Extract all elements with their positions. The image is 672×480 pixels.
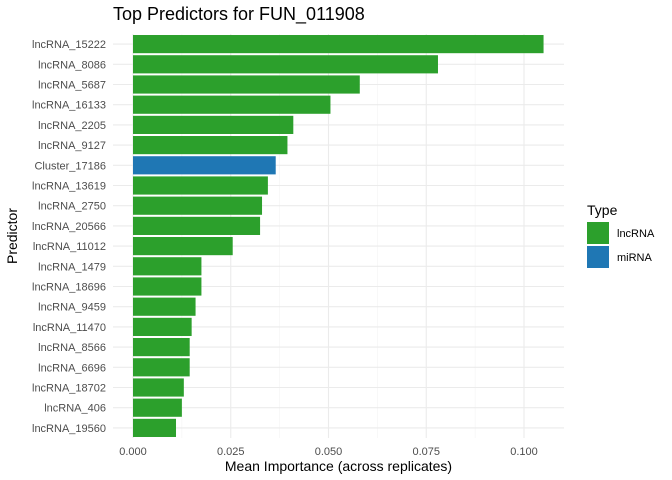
x-axis-title: Mean Importance (across replicates) [225, 458, 452, 474]
y-tick-label: lncRNA_18702 [32, 383, 106, 395]
bar-lncRNA_8566 [133, 338, 190, 357]
y-tick-label: lncRNA_19560 [32, 423, 106, 435]
y-tick-label: lncRNA_2205 [38, 120, 106, 132]
y-tick-label: lncRNA_8566 [38, 342, 106, 354]
y-tick-label: lncRNA_18696 [32, 282, 106, 294]
y-tick-label: Cluster_17186 [34, 160, 106, 172]
bar-lncRNA_20566 [133, 216, 261, 235]
legend-key-lncRNA [587, 222, 609, 244]
bars [133, 35, 544, 437]
y-tick-label: lncRNA_1479 [38, 261, 106, 273]
x-tick-labels: 0.000 0.025 0.050 0.075 0.100 [119, 446, 538, 458]
chart-title: Top Predictors for FUN_011908 [113, 4, 365, 25]
bar-lncRNA_16133 [133, 95, 331, 114]
bar-lncRNA_11012 [133, 237, 233, 256]
x-tick-label: 0.050 [315, 446, 343, 458]
y-tick-label: lncRNA_16133 [32, 100, 106, 112]
bar-lncRNA_11470 [133, 317, 192, 336]
x-tick-label: 0.000 [119, 446, 147, 458]
y-tick-label: lncRNA_6696 [38, 362, 106, 374]
bar-lncRNA_18702 [133, 378, 184, 397]
y-tick-label: lncRNA_15222 [32, 39, 106, 51]
bar-lncRNA_9459 [133, 297, 196, 316]
grid [113, 34, 564, 438]
bar-lncRNA_13619 [133, 176, 268, 195]
bar-lncRNA_2750 [133, 196, 263, 215]
bar-lncRNA_5687 [133, 75, 360, 94]
y-tick-label: lncRNA_11012 [33, 241, 106, 253]
bar-lncRNA_9127 [133, 136, 288, 155]
legend-title: Type [587, 202, 618, 218]
x-tick-label: 0.100 [510, 446, 538, 458]
legend-label: miRNA [617, 252, 652, 264]
x-tick-label: 0.025 [217, 446, 245, 458]
y-tick-label: lncRNA_20566 [32, 221, 106, 233]
y-tick-label: lncRNA_9127 [38, 140, 106, 152]
legend-key-miRNA [587, 246, 609, 268]
legend: Type lncRNA miRNA [587, 202, 655, 268]
bar-lncRNA_406 [133, 398, 182, 417]
bar-Cluster_17186 [133, 156, 276, 175]
y-tick-label: lncRNA_8086 [38, 59, 106, 71]
y-tick-label: lncRNA_9459 [38, 302, 106, 314]
y-tick-label: lncRNA_406 [44, 403, 106, 415]
x-tick-label: 0.075 [412, 446, 440, 458]
y-tick-label: lncRNA_13619 [32, 181, 106, 193]
bar-lncRNA_19560 [133, 418, 177, 437]
bar-lncRNA_2205 [133, 115, 294, 134]
bar-lncRNA_1479 [133, 257, 202, 276]
y-tick-labels: lncRNA_15222 lncRNA_8086 lncRNA_5687 lncRNA… [32, 39, 106, 435]
legend-label: lncRNA [617, 228, 655, 240]
y-tick-label: lncRNA_11470 [33, 322, 106, 334]
bar-lncRNA_6696 [133, 358, 190, 377]
y-axis-title: Predictor [4, 208, 20, 264]
bar-lncRNA_18696 [133, 277, 202, 296]
y-tick-label: lncRNA_5687 [38, 80, 106, 92]
bar-lncRNA_15222 [133, 35, 544, 54]
bar-lncRNA_8086 [133, 55, 438, 74]
y-tick-label: lncRNA_2750 [38, 201, 106, 213]
